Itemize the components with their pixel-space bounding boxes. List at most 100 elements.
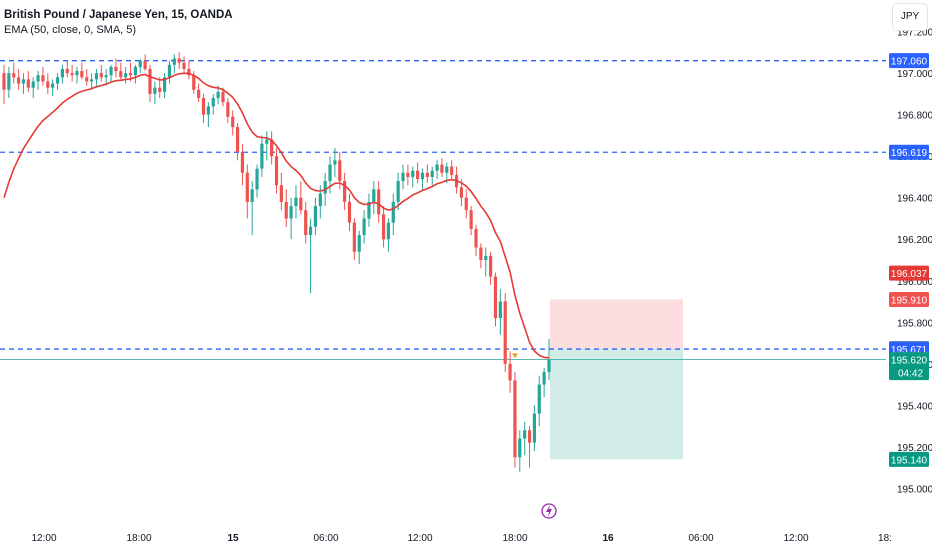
- candle: [542, 367, 546, 398]
- candle: [508, 351, 512, 393]
- candle-body: [440, 164, 444, 173]
- ema-line: [3, 72, 550, 359]
- candle-body: [60, 68, 64, 78]
- candle: [372, 181, 376, 215]
- candle: [26, 71, 30, 92]
- candle: [65, 60, 69, 78]
- candle: [109, 64, 113, 82]
- candle: [484, 247, 488, 277]
- candle-body: [294, 197, 298, 207]
- candle-body: [128, 73, 133, 76]
- candle-body: [527, 430, 532, 443]
- candle: [75, 66, 79, 84]
- candle: [425, 164, 429, 184]
- candle-body: [343, 181, 347, 202]
- flash-icon[interactable]: [541, 503, 557, 519]
- take-profit-zone[interactable]: [550, 349, 683, 460]
- candle: [255, 164, 259, 198]
- candle-body: [7, 73, 11, 90]
- candle-body: [435, 164, 439, 171]
- candle-body: [508, 363, 512, 381]
- candle: [167, 60, 172, 84]
- candle-body: [313, 206, 318, 227]
- currency-button[interactable]: JPY: [892, 3, 928, 31]
- candle: [430, 166, 434, 186]
- candle: [513, 372, 517, 468]
- candle: [226, 98, 230, 123]
- horizontal-lines[interactable]: [0, 60, 886, 361]
- candle-body: [31, 81, 35, 88]
- candle: [85, 68, 89, 86]
- candle: [469, 206, 473, 236]
- candle: [284, 189, 288, 227]
- candle-body: [46, 81, 50, 88]
- candle: [70, 64, 74, 82]
- candle-body: [216, 91, 220, 99]
- x-tick-label: 12:00: [407, 533, 432, 544]
- flash-icon-bolt: [546, 505, 552, 517]
- y-tick-label: 196.000: [897, 277, 932, 288]
- candle-body: [235, 127, 240, 153]
- candle-body: [537, 384, 541, 414]
- candle: [99, 64, 103, 82]
- candle-body: [51, 83, 55, 88]
- candle: [367, 193, 371, 227]
- candle-body: [104, 75, 108, 78]
- candle-body: [240, 152, 245, 173]
- candle: [503, 293, 507, 373]
- candle: [386, 218, 391, 252]
- candle: [381, 206, 386, 248]
- candle: [377, 181, 381, 223]
- candle: [124, 66, 128, 84]
- y-tick-label: 195.200: [897, 443, 932, 454]
- candle: [143, 54, 147, 72]
- candle: [343, 172, 347, 211]
- candle-body: [386, 222, 391, 240]
- price-label-bg: [889, 291, 929, 307]
- candle-body: [459, 187, 464, 198]
- ema-indicator-label[interactable]: EMA (50, close, 0, SMA, 5): [4, 24, 137, 36]
- candle-body: [94, 73, 99, 80]
- candle-body: [143, 60, 147, 69]
- candle-body: [391, 201, 395, 223]
- candle-body: [469, 210, 473, 229]
- stop-loss-zone[interactable]: [550, 299, 683, 350]
- candle-body: [138, 60, 142, 67]
- candle-body: [85, 77, 89, 82]
- position-zones[interactable]: [550, 299, 683, 460]
- candle-body: [299, 197, 303, 211]
- symbol-title[interactable]: British Pound / Japanese Yen, 15, OANDA: [4, 9, 233, 21]
- candle: [245, 164, 249, 219]
- candle-body: [114, 66, 118, 72]
- candle: [80, 62, 84, 80]
- candle: [391, 193, 395, 236]
- candle-body: [167, 64, 172, 78]
- candle-body: [75, 71, 79, 76]
- candle-body: [41, 75, 45, 82]
- candle: [201, 93, 206, 123]
- candle: [240, 143, 245, 186]
- candle: [523, 421, 527, 456]
- candle-body: [177, 58, 181, 63]
- y-tick-label: 195.000: [897, 484, 932, 495]
- x-tick-label: 18:00: [126, 533, 151, 544]
- candle-body: [119, 71, 123, 78]
- price-label-text: 195.140: [891, 455, 928, 466]
- chart-legend: British Pound / Japanese Yen, 15, OANDA …: [4, 8, 233, 38]
- candle-body: [109, 66, 113, 76]
- candle: [172, 54, 176, 74]
- candle-body: [542, 372, 546, 385]
- candle-body: [464, 197, 468, 211]
- candle-body: [289, 206, 293, 219]
- time-axis[interactable]: 12:00 18:00 15 06:00 12:00 18:00 16 06:00 12:00 1…: [31, 533, 891, 544]
- candle-body: [265, 139, 269, 144]
- candle-body: [416, 170, 420, 180]
- price-axis[interactable]: 195.000195.200195.400195.600195.800196.0…: [897, 28, 932, 496]
- candle-body: [445, 166, 449, 173]
- candle-body: [274, 156, 279, 186]
- candle: [274, 147, 279, 194]
- price-label-text: 195.671: [891, 345, 928, 356]
- y-tick-label: 196.400: [897, 194, 932, 205]
- candle: [221, 87, 225, 107]
